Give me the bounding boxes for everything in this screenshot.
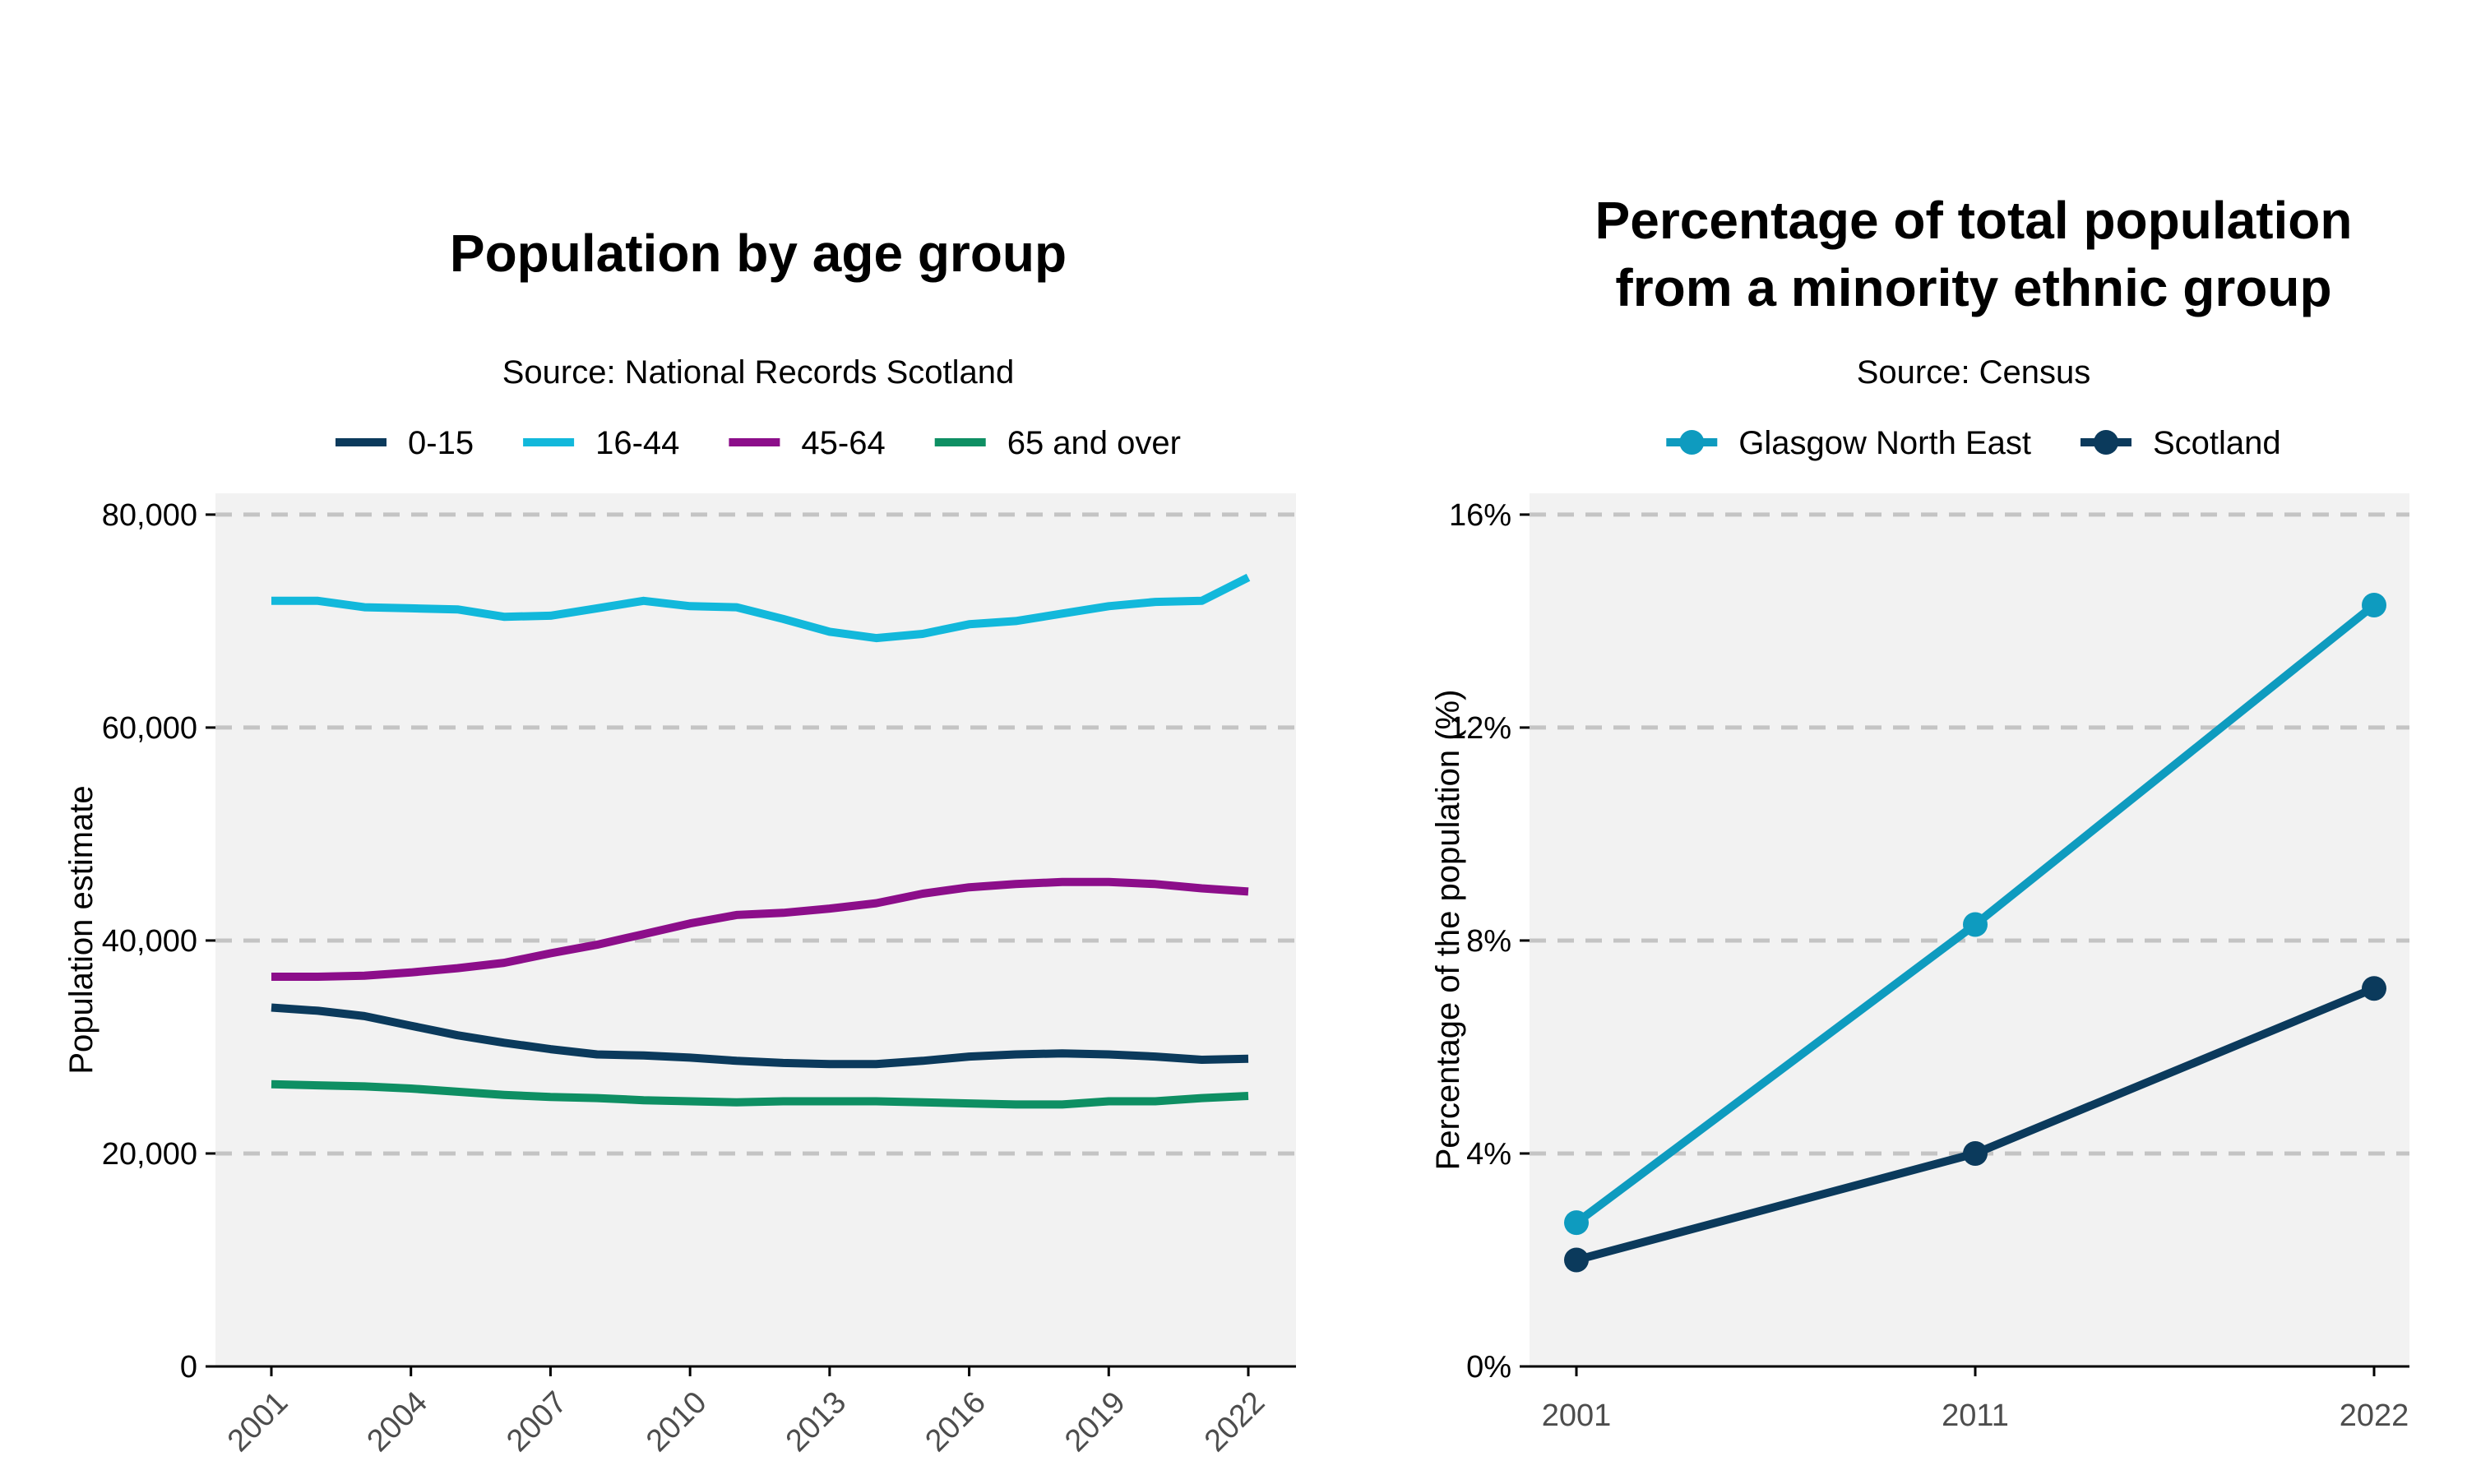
left-legend-item-0: 0-15 <box>336 425 474 461</box>
right-series-group <box>1564 592 2386 1273</box>
left-plot-panel <box>215 493 1296 1366</box>
right-x-tick-label-1: 2011 <box>1942 1398 2009 1433</box>
right-legend-label-1: Scotland <box>2153 425 2281 461</box>
left-legend-item-1: 16-44 <box>523 425 679 461</box>
left-x-tick-label-6: 2019 <box>1058 1385 1132 1459</box>
right-legend-marker-1 <box>2094 430 2118 455</box>
left-x-tick-label-4: 2013 <box>780 1385 853 1459</box>
right-axes: 0% 4% 8% 12% 16% 2001 2011 2022 <box>1449 498 2409 1433</box>
right-chart: Percentage of total population from a mi… <box>1430 191 2409 1433</box>
right-point-scotland-2 <box>2362 976 2386 1001</box>
right-y-axis-label: Percentage of the population (%) <box>1430 690 1466 1171</box>
right-point-glasgow-north-east-2 <box>2362 592 2386 617</box>
right-legend-item-0: Glasgow North East <box>1666 425 2031 461</box>
left-chart: Population by age group Source: National… <box>63 224 1296 1459</box>
left-series-line-16-44 <box>271 573 1251 643</box>
left-series-line-45-64 <box>271 877 1249 981</box>
left-legend-item-3: 65 and over <box>934 425 1181 461</box>
right-x-tick-label-0: 2001 <box>1542 1398 1612 1433</box>
right-legend-label-0: Glasgow North East <box>1738 425 2031 461</box>
left-x-tick-label-7: 2022 <box>1198 1385 1271 1459</box>
right-chart-subtitle: Source: Census <box>1857 354 2091 391</box>
right-y-tick-label-3: 12% <box>1449 711 1511 746</box>
right-chart-title-line-2: from a minority ethnic group <box>1615 258 2331 317</box>
left-y-tick-label-2: 40,000 <box>102 924 197 959</box>
left-legend-label-2: 45-64 <box>801 425 885 461</box>
left-x-tick-label-1: 2004 <box>361 1385 434 1459</box>
right-chart-title-line-1: Percentage of total population <box>1595 191 2353 250</box>
right-point-scotland-0 <box>1564 1247 1589 1273</box>
right-point-scotland-1 <box>1963 1140 1988 1166</box>
left-x-tick-label-3: 2010 <box>640 1385 713 1459</box>
left-legend-label-3: 65 and over <box>1007 425 1181 461</box>
right-legend-marker-0 <box>1679 430 1705 455</box>
right-point-glasgow-north-east-0 <box>1564 1210 1589 1236</box>
left-series-line-65-and-over <box>271 1079 1249 1109</box>
right-legend-item-1: Scotland <box>2081 425 2281 461</box>
left-x-tick-label-0: 2001 <box>221 1385 294 1459</box>
left-legend: 0-15 16-44 45-64 65 and over <box>336 425 1181 461</box>
left-legend-label-1: 16-44 <box>595 425 679 461</box>
left-legend-item-2: 45-64 <box>729 425 886 461</box>
left-y-tick-label-0: 0 <box>180 1350 197 1385</box>
left-x-tick-label-5: 2016 <box>919 1385 992 1459</box>
left-x-tick-label-2: 2007 <box>500 1385 573 1459</box>
left-y-tick-label-1: 20,000 <box>102 1137 197 1172</box>
right-legend: Glasgow North East Scotland <box>1666 425 2281 461</box>
right-x-tick-label-2: 2022 <box>2340 1398 2409 1433</box>
right-y-tick-label-1: 4% <box>1466 1137 1511 1172</box>
right-y-tick-label-4: 16% <box>1449 498 1511 533</box>
left-chart-subtitle: Source: National Records Scotland <box>502 354 1015 391</box>
right-y-tick-label-0: 0% <box>1466 1350 1511 1385</box>
left-gridlines <box>215 512 1296 1156</box>
right-gridlines <box>1530 512 2409 1156</box>
left-series-group <box>271 573 1251 1109</box>
right-point-glasgow-north-east-1 <box>1963 912 1988 937</box>
right-y-tick-label-2: 8% <box>1466 924 1511 959</box>
left-y-tick-label-3: 60,000 <box>102 711 197 746</box>
left-y-tick-label-4: 80,000 <box>102 498 197 533</box>
left-chart-title: Population by age group <box>450 224 1067 283</box>
left-y-axis-label: Population estimate <box>63 785 100 1074</box>
left-legend-label-0: 0-15 <box>408 425 474 461</box>
left-series-line-0-15 <box>271 1003 1249 1069</box>
